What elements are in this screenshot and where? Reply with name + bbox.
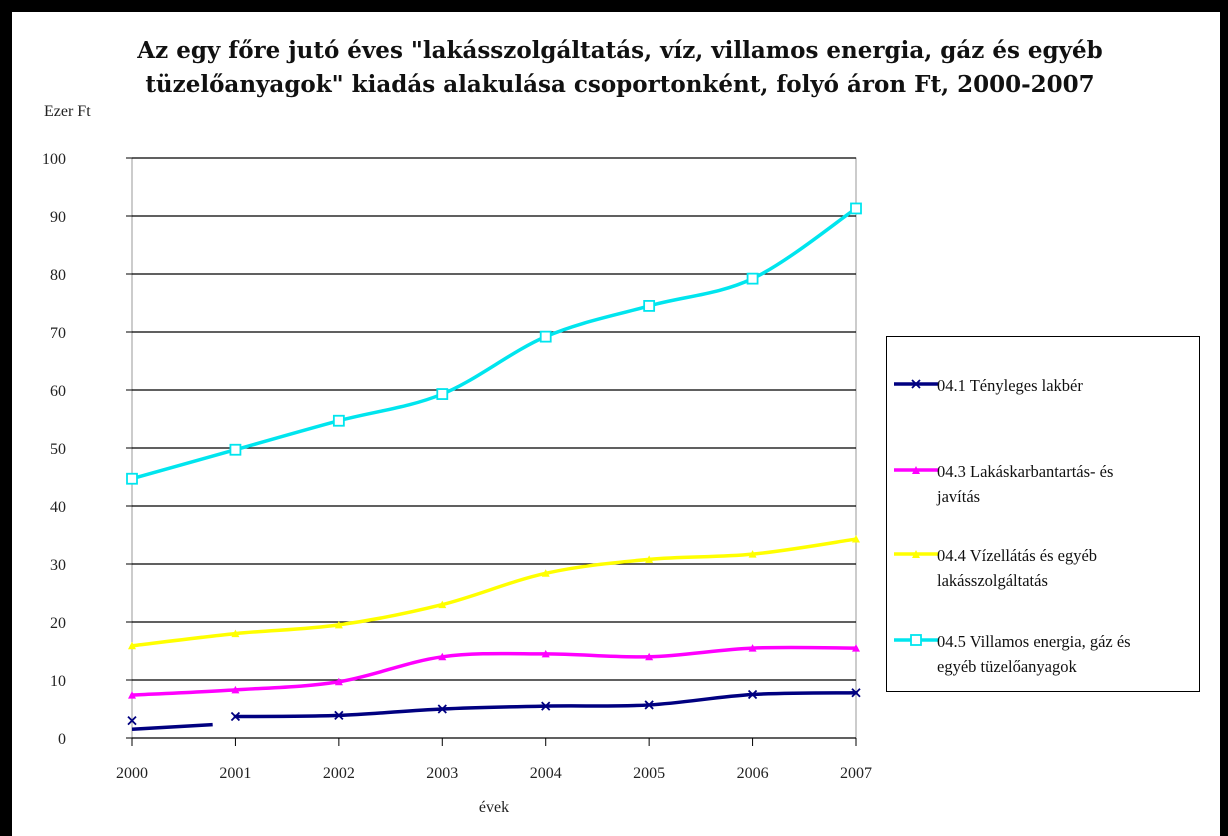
- legend-label-vizellatas: 04.4 Vízellátás és egyéb lakásszolgáltat…: [937, 543, 1195, 593]
- x-axis-title: évek: [479, 799, 509, 816]
- legend-key-lakaskarbantartas: [894, 466, 938, 474]
- y-tick-label-80: 80: [50, 267, 66, 284]
- point-lakaskarbantartas-2007: [852, 644, 860, 652]
- legend-key-vizellatas: [894, 550, 938, 558]
- legend-label-villamos-energia: 04.5 Villamos energia, gáz és egyéb tüze…: [937, 629, 1195, 679]
- point-villamos-energia-2004: [539, 330, 552, 343]
- legend-label-lakaskarbantartas: 04.3 Lakáskarbantartás- és javítás: [937, 459, 1195, 509]
- y-tick-label-100: 100: [42, 151, 66, 168]
- x-tick-label-2001: 2001: [219, 765, 251, 782]
- x-tick-label-2005: 2005: [633, 765, 665, 782]
- point-villamos-energia-2001: [229, 443, 242, 456]
- point-vizellatas-2005: [645, 555, 654, 563]
- series-lakaskarbantartas: [128, 644, 860, 699]
- point-tenyleges-lakber-2000: [127, 715, 137, 726]
- legend-label-vizellatas-line-2: lakásszolgáltatás: [937, 571, 1048, 590]
- x-tick-label-2002: 2002: [323, 765, 355, 782]
- x-tick-label-2006: 2006: [737, 765, 769, 782]
- point-villamos-energia-2000: [126, 472, 138, 485]
- chart-title-line-2: tüzelőanyagok" kiadás alakulása csoporto…: [145, 71, 1095, 98]
- y-tick-label-70: 70: [50, 325, 66, 342]
- legend-label-villamos-energia-line-2: egyéb tüzelőanyagok: [937, 657, 1077, 676]
- point-villamos-energia-2005: [643, 299, 656, 312]
- point-vizellatas-2001: [231, 629, 240, 638]
- y-tick-label-50: 50: [50, 441, 66, 458]
- x-tick-label-2000: 2000: [116, 765, 148, 782]
- y-tick-label-60: 60: [50, 383, 66, 400]
- point-tenyleges-lakber-2002: [334, 710, 344, 721]
- x-tick-label-2004: 2004: [530, 765, 562, 782]
- point-lakaskarbantartas-2001: [231, 685, 240, 694]
- point-lakaskarbantartas-2000: [128, 691, 136, 699]
- y-tick-label-20: 20: [50, 615, 66, 632]
- series-villamos-energia: [126, 202, 862, 485]
- point-lakaskarbantartas-2006: [748, 644, 757, 652]
- series-vizellatas: [128, 535, 860, 650]
- y-axis-title: Ezer Ft: [44, 103, 91, 120]
- legend-key-tenyleges-lakber: [894, 379, 938, 389]
- point-tenyleges-lakber-2006: [747, 689, 758, 700]
- point-tenyleges-lakber-2005: [644, 700, 654, 710]
- series-line-villamos-energia: [130, 206, 858, 481]
- y-tick-label-40: 40: [50, 499, 66, 516]
- x-tick-label-2003: 2003: [426, 765, 458, 782]
- point-villamos-energia-2002: [332, 414, 345, 427]
- point-tenyleges-lakber-2007: [851, 688, 861, 698]
- series-tenyleges-lakber: [127, 688, 861, 732]
- point-vizellatas-2006: [748, 550, 757, 558]
- point-villamos-energia-2007: [850, 202, 862, 215]
- chart-title: Az egy főre jutó éves "lakásszolgáltatás…: [130, 34, 1110, 102]
- point-lakaskarbantartas-2003: [438, 652, 447, 661]
- legend-label-tenyleges-lakber: 04.1 Tényleges lakbér: [937, 376, 1083, 395]
- point-villamos-energia-2006: [746, 272, 759, 285]
- series-line-lakaskarbantartas: [130, 645, 858, 697]
- point-lakaskarbantartas-2002: [334, 677, 343, 686]
- y-tick-label-90: 90: [50, 209, 66, 226]
- y-tick-label-0: 0: [58, 731, 66, 748]
- point-lakaskarbantartas-2005: [645, 652, 654, 661]
- point-vizellatas-2003: [438, 600, 447, 609]
- legend-key-villamos-energia: [894, 634, 938, 646]
- x-tick-label-2007: 2007: [840, 765, 872, 782]
- legend-label-villamos-energia-line-1: 04.5 Villamos energia, gáz és: [937, 632, 1131, 651]
- point-vizellatas-2000: [128, 641, 136, 650]
- series-line-tenyleges-lakber: [233, 691, 858, 719]
- series-line-vizellatas: [130, 537, 858, 648]
- point-vizellatas-2007: [852, 535, 860, 543]
- chart-title-line-1: Az egy főre jutó éves "lakásszolgáltatás…: [137, 37, 1103, 64]
- legend-label-lakaskarbantartas-line-2: javítás: [937, 487, 981, 506]
- point-tenyleges-lakber-2001: [230, 711, 241, 722]
- point-tenyleges-lakber-2004: [541, 701, 551, 711]
- y-tick-label-10: 10: [50, 673, 66, 690]
- legend: 04.1 Tényleges lakbér 04.3 Lakáskarbanta…: [886, 336, 1200, 692]
- point-vizellatas-2004: [541, 569, 550, 577]
- series-line-start-tenyleges-lakber: [131, 722, 213, 732]
- legend-label-lakaskarbantartas-line-1: 04.3 Lakáskarbantartás- és: [937, 462, 1114, 481]
- point-tenyleges-lakber-2003: [437, 704, 447, 714]
- point-villamos-energia-2003: [436, 388, 449, 400]
- point-lakaskarbantartas-2004: [541, 649, 550, 658]
- legend-label-vizellatas-line-1: 04.4 Vízellátás és egyéb: [937, 546, 1098, 565]
- y-tick-label-30: 30: [50, 557, 66, 574]
- point-vizellatas-2002: [334, 620, 343, 629]
